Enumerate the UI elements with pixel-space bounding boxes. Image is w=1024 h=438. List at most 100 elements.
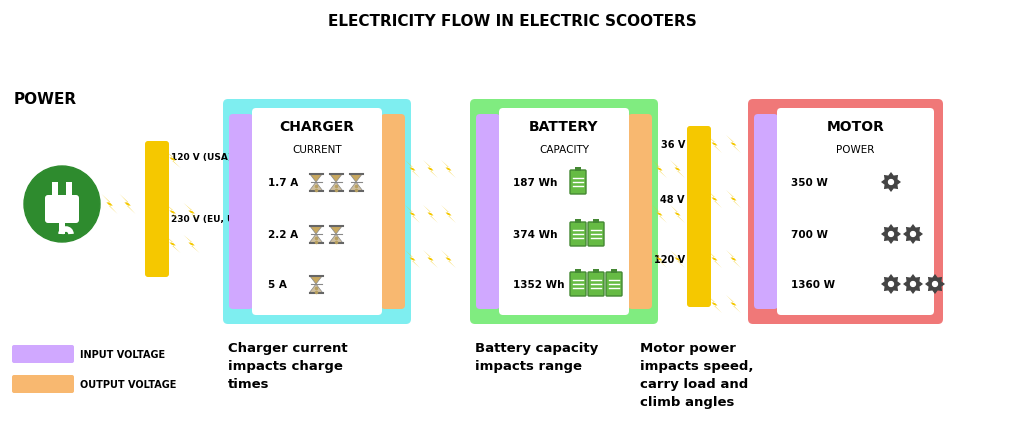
Polygon shape	[406, 251, 420, 268]
Polygon shape	[165, 236, 180, 254]
Polygon shape	[309, 226, 323, 234]
Polygon shape	[406, 161, 420, 179]
Circle shape	[889, 180, 894, 185]
Polygon shape	[309, 276, 323, 284]
FancyBboxPatch shape	[588, 272, 604, 297]
Polygon shape	[441, 251, 456, 268]
Circle shape	[889, 282, 894, 287]
FancyBboxPatch shape	[575, 168, 581, 172]
FancyBboxPatch shape	[229, 115, 253, 309]
FancyBboxPatch shape	[611, 269, 617, 273]
FancyBboxPatch shape	[52, 183, 58, 198]
Text: CAPACITY: CAPACITY	[539, 145, 589, 155]
Polygon shape	[165, 151, 180, 169]
Polygon shape	[652, 205, 667, 223]
Polygon shape	[309, 284, 323, 293]
Polygon shape	[406, 205, 420, 223]
Text: POWER: POWER	[837, 145, 874, 155]
FancyBboxPatch shape	[381, 115, 406, 309]
Text: 120 V: 120 V	[654, 254, 685, 265]
Text: OUTPUT VOLTAGE: OUTPUT VOLTAGE	[80, 379, 176, 389]
Polygon shape	[925, 274, 945, 294]
Polygon shape	[881, 225, 901, 244]
Polygon shape	[688, 251, 703, 268]
FancyBboxPatch shape	[606, 272, 622, 297]
Circle shape	[910, 282, 915, 287]
FancyBboxPatch shape	[575, 269, 581, 273]
FancyBboxPatch shape	[628, 115, 652, 309]
Text: Charger current
impacts charge
times: Charger current impacts charge times	[228, 341, 347, 390]
FancyBboxPatch shape	[754, 115, 778, 309]
Polygon shape	[120, 194, 135, 215]
Text: CURRENT: CURRENT	[292, 145, 342, 155]
Polygon shape	[726, 191, 741, 208]
Polygon shape	[349, 183, 362, 191]
FancyBboxPatch shape	[748, 100, 943, 324]
Polygon shape	[101, 194, 118, 215]
Text: 2.2 A: 2.2 A	[268, 230, 298, 240]
FancyBboxPatch shape	[570, 171, 586, 194]
Text: 120 V (USA): 120 V (USA)	[171, 153, 232, 162]
Text: 1360 W: 1360 W	[791, 279, 836, 290]
Polygon shape	[330, 174, 342, 183]
Text: 1352 Wh: 1352 Wh	[513, 279, 564, 290]
Polygon shape	[726, 251, 741, 268]
FancyBboxPatch shape	[499, 109, 629, 315]
Text: 187 Wh: 187 Wh	[513, 177, 557, 187]
Polygon shape	[441, 205, 456, 223]
FancyBboxPatch shape	[476, 115, 500, 309]
Circle shape	[910, 232, 915, 237]
Polygon shape	[330, 183, 342, 191]
Polygon shape	[165, 204, 180, 222]
FancyBboxPatch shape	[145, 141, 169, 277]
FancyBboxPatch shape	[223, 100, 411, 324]
Polygon shape	[881, 274, 901, 294]
Text: CHARGER: CHARGER	[280, 120, 354, 134]
Text: 230 V (EU, USA): 230 V (EU, USA)	[171, 215, 252, 223]
FancyBboxPatch shape	[777, 109, 934, 315]
Text: 350 W: 350 W	[791, 177, 827, 187]
FancyBboxPatch shape	[570, 272, 586, 297]
Text: Motor power
impacts speed,
carry load and
climb angles: Motor power impacts speed, carry load an…	[640, 341, 754, 408]
FancyBboxPatch shape	[593, 269, 599, 273]
Text: 48 V: 48 V	[660, 194, 685, 205]
Polygon shape	[183, 236, 200, 254]
FancyBboxPatch shape	[570, 223, 586, 247]
Polygon shape	[670, 161, 685, 179]
Text: MOTOR: MOTOR	[826, 120, 885, 134]
FancyBboxPatch shape	[588, 223, 604, 247]
Circle shape	[933, 282, 937, 287]
Polygon shape	[652, 251, 667, 268]
FancyBboxPatch shape	[252, 109, 382, 315]
Polygon shape	[309, 174, 323, 183]
Polygon shape	[183, 204, 200, 222]
Polygon shape	[330, 226, 342, 234]
Circle shape	[889, 232, 894, 237]
Text: 1.7 A: 1.7 A	[268, 177, 298, 187]
Polygon shape	[903, 225, 923, 244]
FancyBboxPatch shape	[45, 195, 79, 223]
FancyBboxPatch shape	[66, 183, 72, 198]
Text: 700 W: 700 W	[791, 230, 828, 240]
Polygon shape	[423, 205, 438, 223]
FancyBboxPatch shape	[593, 219, 599, 223]
Polygon shape	[670, 251, 685, 268]
Polygon shape	[423, 251, 438, 268]
Polygon shape	[707, 251, 722, 268]
Polygon shape	[349, 174, 362, 183]
Polygon shape	[881, 173, 901, 193]
Polygon shape	[330, 234, 342, 243]
FancyBboxPatch shape	[12, 345, 74, 363]
Polygon shape	[707, 295, 722, 313]
Text: BATTERY: BATTERY	[529, 120, 599, 134]
Polygon shape	[707, 191, 722, 208]
Polygon shape	[903, 274, 923, 294]
Polygon shape	[726, 295, 741, 313]
FancyBboxPatch shape	[470, 100, 658, 324]
Polygon shape	[688, 161, 703, 179]
Text: Battery capacity
impacts range: Battery capacity impacts range	[475, 341, 598, 372]
FancyBboxPatch shape	[575, 219, 581, 223]
Polygon shape	[309, 183, 323, 191]
Polygon shape	[670, 205, 685, 223]
FancyBboxPatch shape	[59, 220, 65, 234]
